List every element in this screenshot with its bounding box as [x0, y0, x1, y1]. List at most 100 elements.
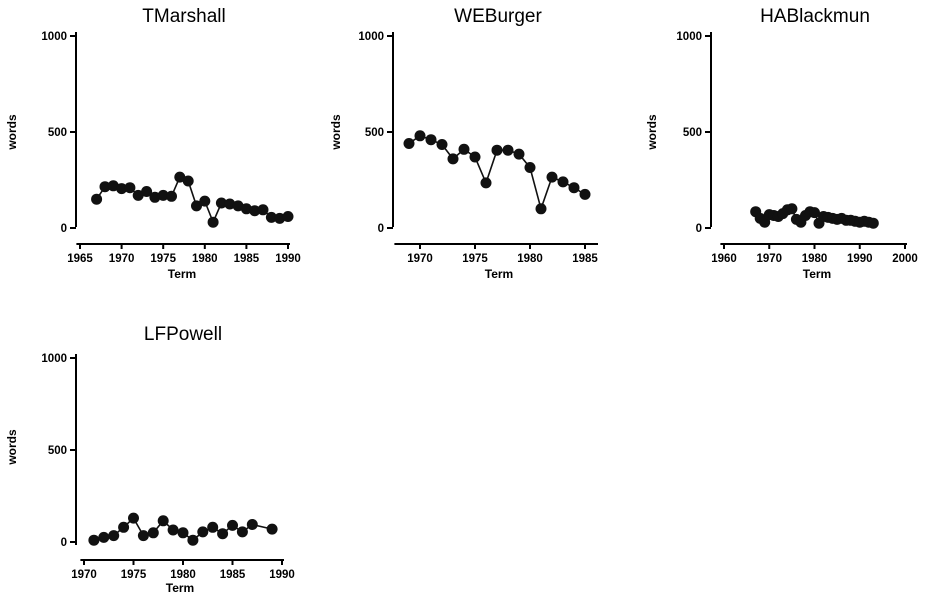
y-axis-label: words: [329, 114, 343, 151]
data-point: [257, 204, 269, 216]
y-tick-label: 1000: [41, 353, 67, 365]
x-tick-label: 1960: [711, 253, 737, 265]
data-point: [425, 134, 437, 146]
data-point: [137, 530, 149, 542]
y-tick-label: 1000: [676, 31, 702, 43]
data-point: [266, 523, 278, 535]
data-point: [199, 195, 211, 207]
data-point: [182, 175, 194, 187]
y-tick-label: 500: [683, 127, 702, 139]
x-tick-label: 1970: [407, 253, 433, 265]
y-tick-label: 500: [48, 127, 67, 139]
data-point: [191, 200, 202, 212]
data-point: [403, 138, 415, 149]
data-point: [215, 197, 227, 209]
data-point: [88, 534, 100, 546]
panel-tmarshall: TMarshall words Term 0 500 1000 1965 1970 197…: [5, 6, 301, 281]
data-point: [458, 143, 470, 155]
data-point: [502, 144, 514, 156]
panel-title: LFPowell: [144, 324, 222, 345]
ticks: 0 500 1000 1970 1975 1980 1985 1990: [41, 353, 294, 581]
x-tick-label: 1985: [572, 253, 598, 265]
data-point: [118, 521, 130, 533]
data-point: [98, 531, 110, 543]
data-point: [99, 181, 111, 193]
data-point: [414, 130, 426, 142]
data-point: [177, 527, 189, 539]
data-point: [546, 171, 558, 183]
panel-title: WEBurger: [454, 6, 542, 27]
data-point: [246, 519, 258, 530]
data-point: [274, 212, 286, 224]
data-point: [91, 193, 103, 205]
x-tick-label: 1985: [220, 569, 246, 581]
series: [91, 171, 294, 228]
x-axis-label: Term: [485, 267, 513, 281]
y-tick-label: 500: [48, 445, 67, 457]
data-point: [557, 176, 569, 188]
data-point: [867, 217, 879, 229]
data-point: [447, 153, 459, 165]
ticks: 0 500 1000 1960 1970 1980 1990 2000: [676, 31, 917, 265]
ticks: 0 500 1000 1970 1975 1980 1985: [358, 31, 598, 265]
series: [403, 130, 591, 215]
data-point: [197, 526, 209, 538]
y-axis-label: words: [5, 114, 19, 151]
x-axis-label: Term: [168, 267, 196, 281]
data-point: [579, 188, 591, 200]
y-tick-label: 0: [61, 537, 67, 549]
data-point: [128, 512, 139, 524]
data-point: [224, 198, 236, 210]
data-point: [149, 191, 161, 203]
data-point: [436, 139, 448, 150]
y-tick-label: 1000: [358, 31, 384, 43]
data-point: [568, 182, 580, 194]
data-point: [132, 189, 144, 201]
x-axis-label: Term: [803, 267, 831, 281]
data-point: [240, 203, 252, 215]
data-point: [491, 144, 503, 156]
x-tick-label: 1970: [756, 253, 782, 265]
x-tick-label: 2000: [892, 253, 918, 265]
data-point: [147, 527, 159, 539]
data-point: [167, 524, 179, 536]
data-point: [786, 203, 798, 215]
data-point: [116, 183, 128, 195]
data-point: [480, 177, 492, 189]
x-tick-label: 1975: [462, 253, 488, 265]
series: [88, 512, 278, 546]
y-tick-label: 0: [696, 223, 702, 235]
panel-hablackmun: HABlackmun words Term 0 500 1000 1960 1970 19…: [645, 6, 918, 281]
y-axis-label: words: [645, 114, 659, 151]
y-tick-label: 0: [378, 223, 384, 235]
data-point: [809, 207, 820, 219]
ticks: 0 500 1000 1965 1970 1975 1980 1985 1990: [41, 31, 300, 265]
data-point: [141, 186, 153, 197]
data-point: [207, 521, 219, 533]
panel-title: TMarshall: [142, 6, 225, 27]
data-point: [174, 171, 186, 183]
data-point: [265, 211, 277, 223]
data-point: [232, 200, 244, 212]
x-tick-label: 1990: [275, 253, 301, 265]
x-tick-label: 1980: [170, 569, 196, 581]
data-point: [217, 528, 229, 540]
data-point: [108, 530, 120, 542]
y-tick-label: 0: [61, 223, 67, 235]
data-point: [469, 151, 481, 163]
data-point: [227, 519, 238, 531]
axes: [75, 32, 290, 245]
data-point: [157, 189, 169, 201]
data-point: [157, 515, 169, 527]
data-point: [166, 190, 177, 202]
x-tick-label: 1965: [67, 253, 93, 265]
x-tick-label: 1975: [150, 253, 176, 265]
panel-title: HABlackmun: [760, 6, 870, 27]
y-tick-label: 1000: [41, 31, 67, 43]
x-tick-label: 1970: [71, 569, 97, 581]
data-point: [513, 148, 525, 160]
panel-weburger: WEBurger words Term 0 500 1000 1970 1975 1980…: [329, 6, 598, 281]
x-tick-label: 1985: [234, 253, 260, 265]
x-tick-label: 1980: [802, 253, 828, 265]
